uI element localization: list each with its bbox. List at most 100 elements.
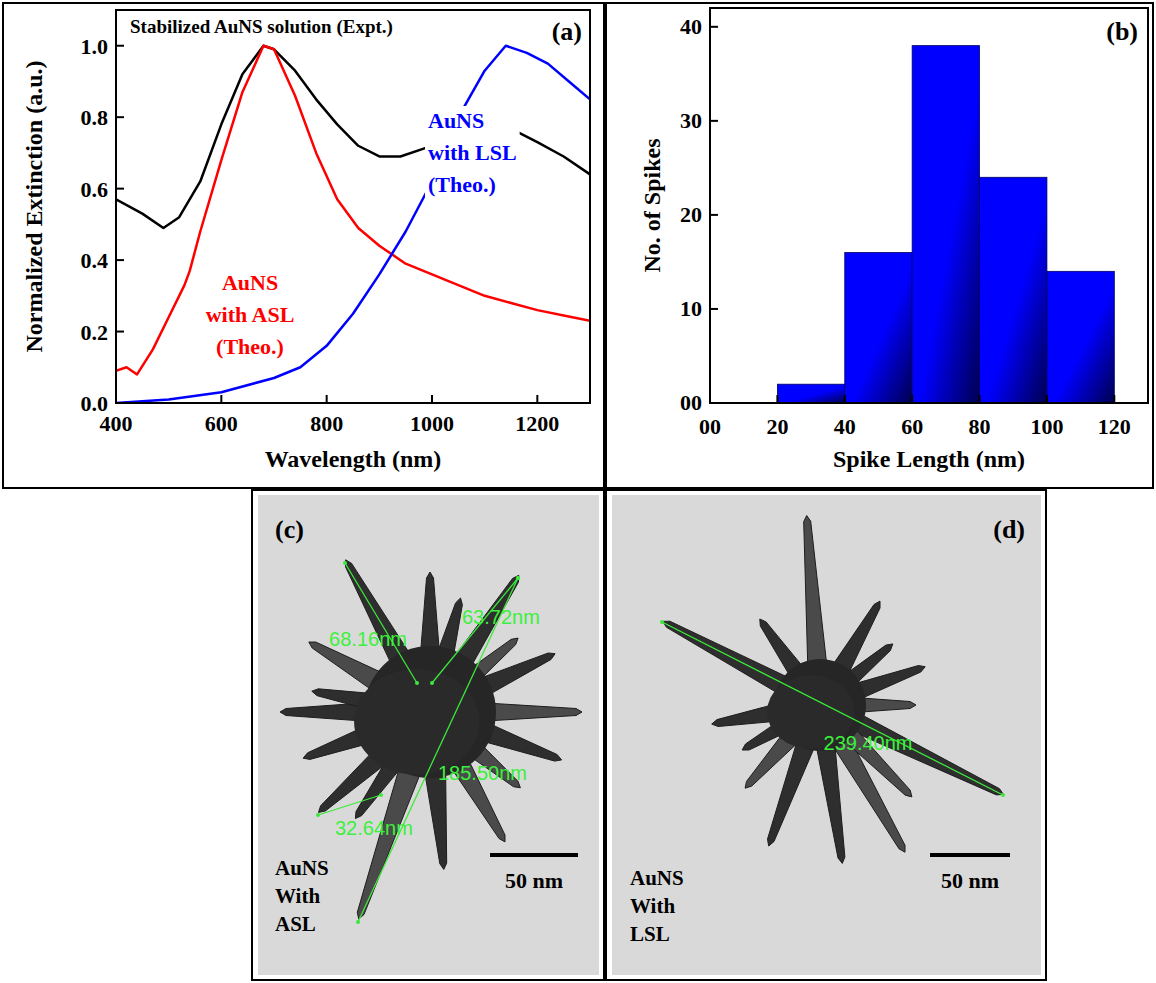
y-tick-label: 00 <box>680 390 702 415</box>
x-tick <box>536 395 538 403</box>
measure-line <box>345 563 417 683</box>
series-line <box>116 46 590 375</box>
caption: AuNSWithASL <box>275 856 329 936</box>
hist-bar <box>845 253 912 403</box>
x-tick <box>844 395 846 403</box>
panel-letter: (b) <box>1106 17 1138 46</box>
hist-bar <box>1047 271 1114 403</box>
x-tick <box>326 395 328 403</box>
hist-bar <box>912 46 979 403</box>
x-tick-label: 120 <box>1098 414 1131 439</box>
x-tick <box>911 395 913 403</box>
label-line: (Theo.) <box>216 334 284 359</box>
x-tick-label: 20 <box>766 414 788 439</box>
panel-border <box>606 3 1153 488</box>
x-tick-label: 100 <box>1030 414 1063 439</box>
hist-bar <box>980 177 1047 403</box>
image-background <box>612 495 1041 975</box>
measure-line <box>432 578 518 683</box>
x-tick-label: 40 <box>834 414 856 439</box>
y-tick <box>710 26 718 28</box>
y-tick <box>116 259 124 261</box>
scale-bar-label: 50 nm <box>941 868 999 893</box>
measurement-label: 68.16nm <box>329 628 407 650</box>
x-tick <box>1046 395 1048 403</box>
caption: AuNS With LSL <box>630 866 684 946</box>
tem-image: 68.16nm63.72nm185.50nm32.64nm50 nmAuNSWi… <box>258 495 599 975</box>
scale-bar <box>930 853 1010 857</box>
series-label: Stabilized AuNS solution (Expt.) <box>130 16 393 38</box>
image-content <box>258 495 599 975</box>
x-tick-label: 600 <box>205 411 238 436</box>
label-patch <box>203 268 298 361</box>
caption-line: With <box>630 894 675 918</box>
panel-border <box>606 490 1046 980</box>
y-tick-label: 40 <box>680 14 702 39</box>
x-tick <box>979 395 981 403</box>
x-tick <box>776 395 778 403</box>
label-line: with ASL <box>206 302 295 327</box>
label-line: with LSL <box>428 140 517 165</box>
measure-end <box>430 681 434 685</box>
y-axis-title: Normalized Extinction (a.u.) <box>21 61 47 353</box>
measure-end <box>660 620 664 624</box>
measure-end <box>415 681 419 685</box>
x-tick-label: 1200 <box>515 411 559 436</box>
measure-line <box>662 622 1003 795</box>
y-tick-label: 0.8 <box>81 105 109 130</box>
panel-letter: (a) <box>552 17 582 46</box>
measurement-label: 63.72nm <box>462 606 540 628</box>
x-tick-label: 400 <box>100 411 133 436</box>
measure-end <box>379 793 383 797</box>
x-tick <box>1113 395 1115 403</box>
image-content <box>612 495 1041 975</box>
panel-letter: (c) <box>275 515 304 544</box>
panel-letter: (d) <box>993 515 1025 544</box>
plot-frame <box>116 10 590 403</box>
x-tick <box>431 395 433 403</box>
series-line <box>116 46 590 403</box>
y-tick <box>116 45 124 47</box>
lines <box>116 46 590 403</box>
image-background <box>258 495 599 975</box>
bars <box>777 46 1114 403</box>
measure-end <box>1001 793 1005 797</box>
scale-bar-label: 50 nm <box>505 868 563 893</box>
spike <box>804 516 828 679</box>
y-tick-label: 0.2 <box>81 320 109 345</box>
x-tick-label: 1000 <box>410 411 454 436</box>
y-tick-label: 30 <box>680 108 702 133</box>
measure-line <box>318 795 381 815</box>
x-axis-title: Spike Length (nm) <box>833 446 1025 472</box>
label-line: (Theo.) <box>428 172 496 197</box>
caption-line: LSL <box>630 922 670 946</box>
y-tick <box>116 116 124 118</box>
x-tick-label: 800 <box>310 411 343 436</box>
x-tick-label: 80 <box>969 414 991 439</box>
panel-b: 00102030400020406080100120Spike Length (… <box>639 8 1148 472</box>
caption-line: With <box>275 884 320 908</box>
y-tick <box>710 308 718 310</box>
tem-image: 239.40nm 50 nm AuNS With LSL (d) <box>612 495 1041 975</box>
panel-border <box>3 3 604 488</box>
figure: 0.00.20.40.60.81.040060080010001200Wavel… <box>0 0 1156 983</box>
y-tick <box>710 120 718 122</box>
y-tick-label: 0.4 <box>81 248 109 273</box>
series-label: AuNS with ASL (Theo.) <box>206 270 295 359</box>
measure-end <box>356 920 360 924</box>
measure-end <box>316 813 320 817</box>
y-tick-label: 20 <box>680 202 702 227</box>
label-line: AuNS <box>428 108 484 133</box>
star-core <box>354 669 479 775</box>
y-tick <box>116 188 124 190</box>
plot-frame <box>710 8 1148 403</box>
y-tick-label: 1.0 <box>81 34 109 59</box>
measurement-label: 239.40nm <box>824 732 913 754</box>
caption-line: AuNS <box>630 866 684 890</box>
y-tick-label: 10 <box>680 296 702 321</box>
measurement-label: 32.64nm <box>335 817 413 839</box>
y-tick <box>710 214 718 216</box>
label-line: AuNS <box>222 270 278 295</box>
series-label: AuNS with LSL (Theo.) <box>428 108 517 197</box>
y-axis-title: No. of Spikes <box>639 138 665 272</box>
